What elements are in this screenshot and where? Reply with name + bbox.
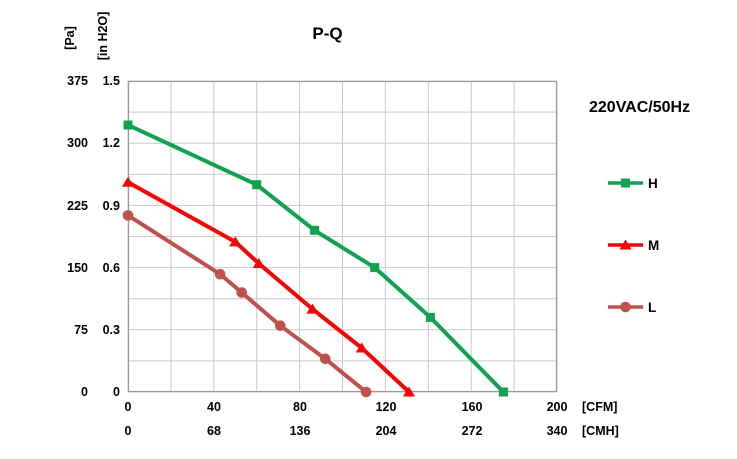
x-tick-cmh: 68 bbox=[207, 424, 221, 438]
legend-item-l: L bbox=[607, 297, 656, 317]
x-tick-cmh: 0 bbox=[124, 424, 132, 438]
legend-label-l: L bbox=[648, 299, 657, 315]
y-tick-inh2o: 1.2 bbox=[102, 136, 120, 150]
y-tick-pa: 225 bbox=[67, 199, 88, 213]
x-tick-cmh: 204 bbox=[375, 424, 397, 438]
y-tick-inh2o: 1.5 bbox=[102, 74, 120, 88]
y-tick-pa: 300 bbox=[67, 136, 88, 150]
legend-item-h: H bbox=[607, 173, 658, 193]
legend-line-l-icon bbox=[608, 301, 643, 313]
y-tick-inh2o: 0.3 bbox=[102, 323, 120, 337]
chart-title: P-Q bbox=[312, 24, 343, 43]
legend-line-m-icon bbox=[608, 239, 643, 250]
y-axis-unit-pa: [Pa] bbox=[63, 26, 77, 50]
chart-svg bbox=[122, 80, 558, 398]
legend-label-m: M bbox=[648, 237, 660, 253]
y-tick-inh2o: 0.9 bbox=[102, 199, 120, 213]
y-tick-pa: 75 bbox=[74, 323, 88, 337]
x-axis-unit-cfm: [CFM] bbox=[582, 400, 618, 414]
y-tick-pa: 0 bbox=[81, 385, 88, 399]
y-tick-pa: 150 bbox=[67, 261, 88, 275]
legend-label-h: H bbox=[648, 175, 658, 191]
y-tick-inh2o: 0 bbox=[113, 385, 120, 399]
plot-area bbox=[122, 80, 558, 398]
y-axis-unit-inh2o: [in H2O] bbox=[96, 11, 110, 61]
x-tick-cfm: 120 bbox=[375, 400, 397, 414]
x-tick-cfm: 40 bbox=[207, 400, 221, 414]
x-tick-cmh: 272 bbox=[461, 424, 483, 438]
x-axis-unit-cmh: [CMH] bbox=[582, 424, 619, 438]
x-tick-cfm: 160 bbox=[461, 400, 483, 414]
x-tick-cmh: 136 bbox=[289, 424, 311, 438]
x-tick-cfm: 200 bbox=[546, 400, 568, 414]
y-tick-inh2o: 0.6 bbox=[102, 261, 120, 275]
legend-line-h-icon bbox=[608, 178, 643, 188]
voltage-label: 220VAC/50Hz bbox=[589, 99, 691, 116]
legend-item-m: M bbox=[607, 235, 659, 255]
x-tick-cmh: 340 bbox=[546, 424, 568, 438]
x-tick-cfm: 0 bbox=[124, 400, 132, 414]
y-tick-pa: 375 bbox=[67, 74, 88, 88]
x-tick-cfm: 80 bbox=[293, 400, 307, 414]
